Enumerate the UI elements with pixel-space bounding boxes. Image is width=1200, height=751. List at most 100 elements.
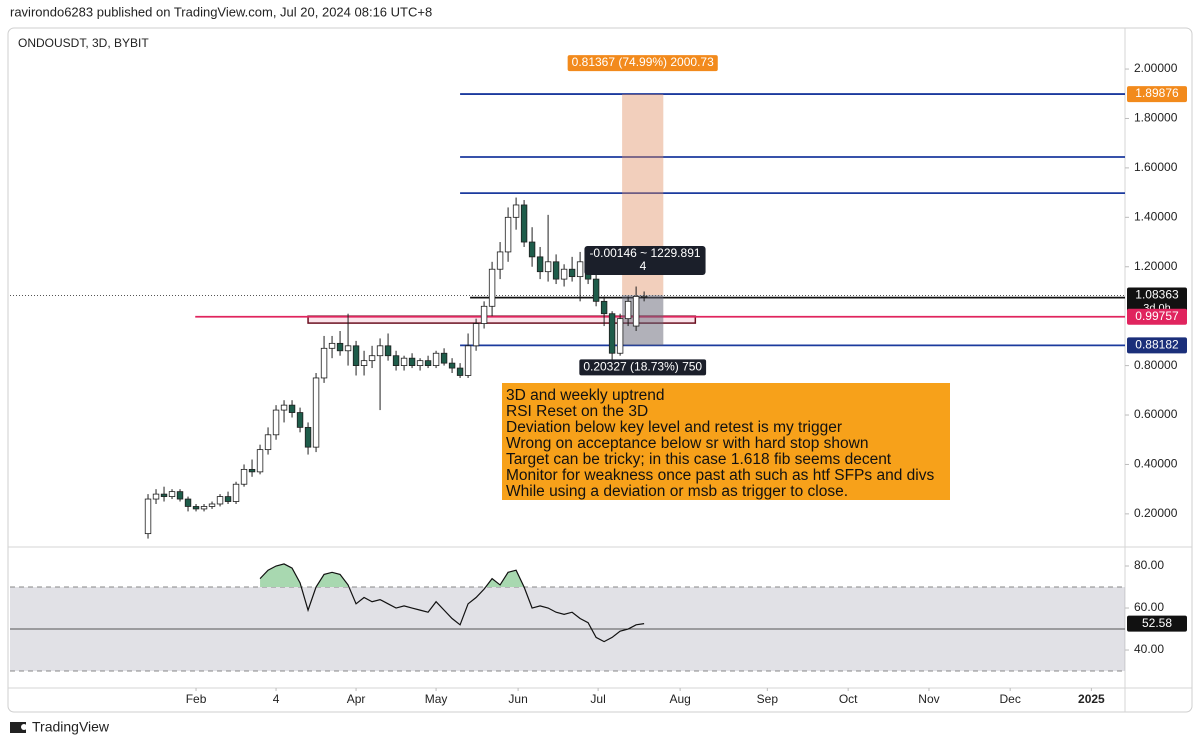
x-tick-label: Aug [669,692,690,706]
candle-body [256,449,264,473]
x-tick-label: 4 [273,692,280,706]
rsi-tick-label: 60.00 [1134,600,1164,614]
candle-body [560,268,568,280]
candle-body [320,347,328,379]
candle-body [336,342,344,352]
candle-body [376,345,384,357]
candle-body [440,352,448,364]
candle-body [528,241,536,258]
candle-body [488,268,496,307]
candle-body [544,261,552,273]
price-badge-label: 0.88182 [1135,338,1179,352]
brand: TradingView [32,719,110,735]
price-badge [1127,337,1187,354]
note-line: While using a deviation or msb as trigge… [506,483,848,500]
candle-body [328,342,336,349]
candle-body [168,491,176,497]
x-tick-label: Nov [918,692,939,706]
candle-body [160,493,168,497]
candle-body [392,355,400,366]
note-line: Target can be tricky; in this case 1.618… [506,451,892,468]
candle-body [464,345,472,376]
candle-body [312,377,320,448]
candle-body [144,498,152,535]
rsi-badge-label: 52.58 [1142,616,1172,630]
candle-body [552,261,560,280]
candle-body [368,355,376,362]
candle-body [408,357,416,366]
candle-body [448,362,456,369]
x-tick-label: Jul [590,692,605,706]
pnl-qty: 4 [640,259,647,273]
main-pane [10,93,1125,539]
y-tick-label: 0.20000 [1134,506,1178,520]
candle-body [432,352,440,366]
candle-body [296,412,304,428]
candle-body [176,491,184,500]
candle-body [152,493,160,500]
candle-body [600,300,608,315]
candle-body [576,261,584,278]
candle-body [608,313,616,354]
publisher: ravirondo6283 published on TradingView.c… [10,4,432,19]
candle-body [384,345,392,357]
rsi-tick-label: 40.00 [1134,642,1164,656]
candle-body [288,404,296,413]
stop-label-bg [579,359,707,376]
stop-label: 0.20327 (18.73%) 750 [583,360,702,374]
candle-body [504,216,512,253]
y-tick-label: 1.40000 [1134,209,1178,223]
rsi-tick-label: 80.00 [1134,558,1164,572]
candle-body [224,496,232,502]
candle-body [640,296,648,298]
x-tick-label: Dec [1000,692,1021,706]
candle-body [624,300,632,320]
y-tick-label: 1.60000 [1134,160,1178,174]
y-tick-label: 1.80000 [1134,111,1178,125]
candle-body [472,323,480,347]
note-line: Monitor for weakness once past ath such … [506,467,934,484]
candle-body [264,434,272,451]
y-tick-label: 1.20000 [1134,259,1178,273]
rsi-line [259,563,645,643]
candle-body [568,268,576,278]
x-tick-label: Sep [757,692,779,706]
y-tick-label: 0.40000 [1134,457,1178,471]
candle-body [344,345,352,352]
candle-body [352,345,360,366]
candle-body [200,506,208,510]
candle-body [592,278,600,302]
candle-body [416,360,424,366]
candle-body [360,360,368,366]
candle-body [424,360,432,366]
candle-body [272,409,280,436]
x-tick-label: 2025 [1078,692,1105,706]
rsi-overbought-fill [260,563,645,588]
candle-body [216,496,224,505]
candle-body [616,318,624,354]
candle-body [304,426,312,448]
note-line: Deviation below key level and retest is … [506,419,842,436]
note-line: RSI Reset on the 3D [506,403,648,420]
price-badge-label: 0.99757 [1135,309,1179,323]
y-tick-label: 2.00000 [1134,61,1178,75]
candle-body [232,483,240,502]
candle-body [536,256,544,273]
candle-body [240,468,248,485]
pnl-label: -0.00146 ~ 1229.891 [589,246,700,260]
brand-logo [10,722,27,733]
price-badge-label: 1.08363 [1135,288,1179,302]
candle-body [192,506,200,510]
note-line: Wrong on acceptance below sr with hard s… [506,435,868,452]
candle-body [248,468,256,473]
target-label-bg [567,55,718,72]
x-tick-label: May [425,692,448,706]
candle-body [280,404,288,411]
pnl-bg [584,246,706,275]
target-label: 0.81367 (74.99%) 2000.73 [572,55,714,69]
candle-body [184,498,192,507]
candle-body [512,204,520,218]
note-box [502,383,950,500]
